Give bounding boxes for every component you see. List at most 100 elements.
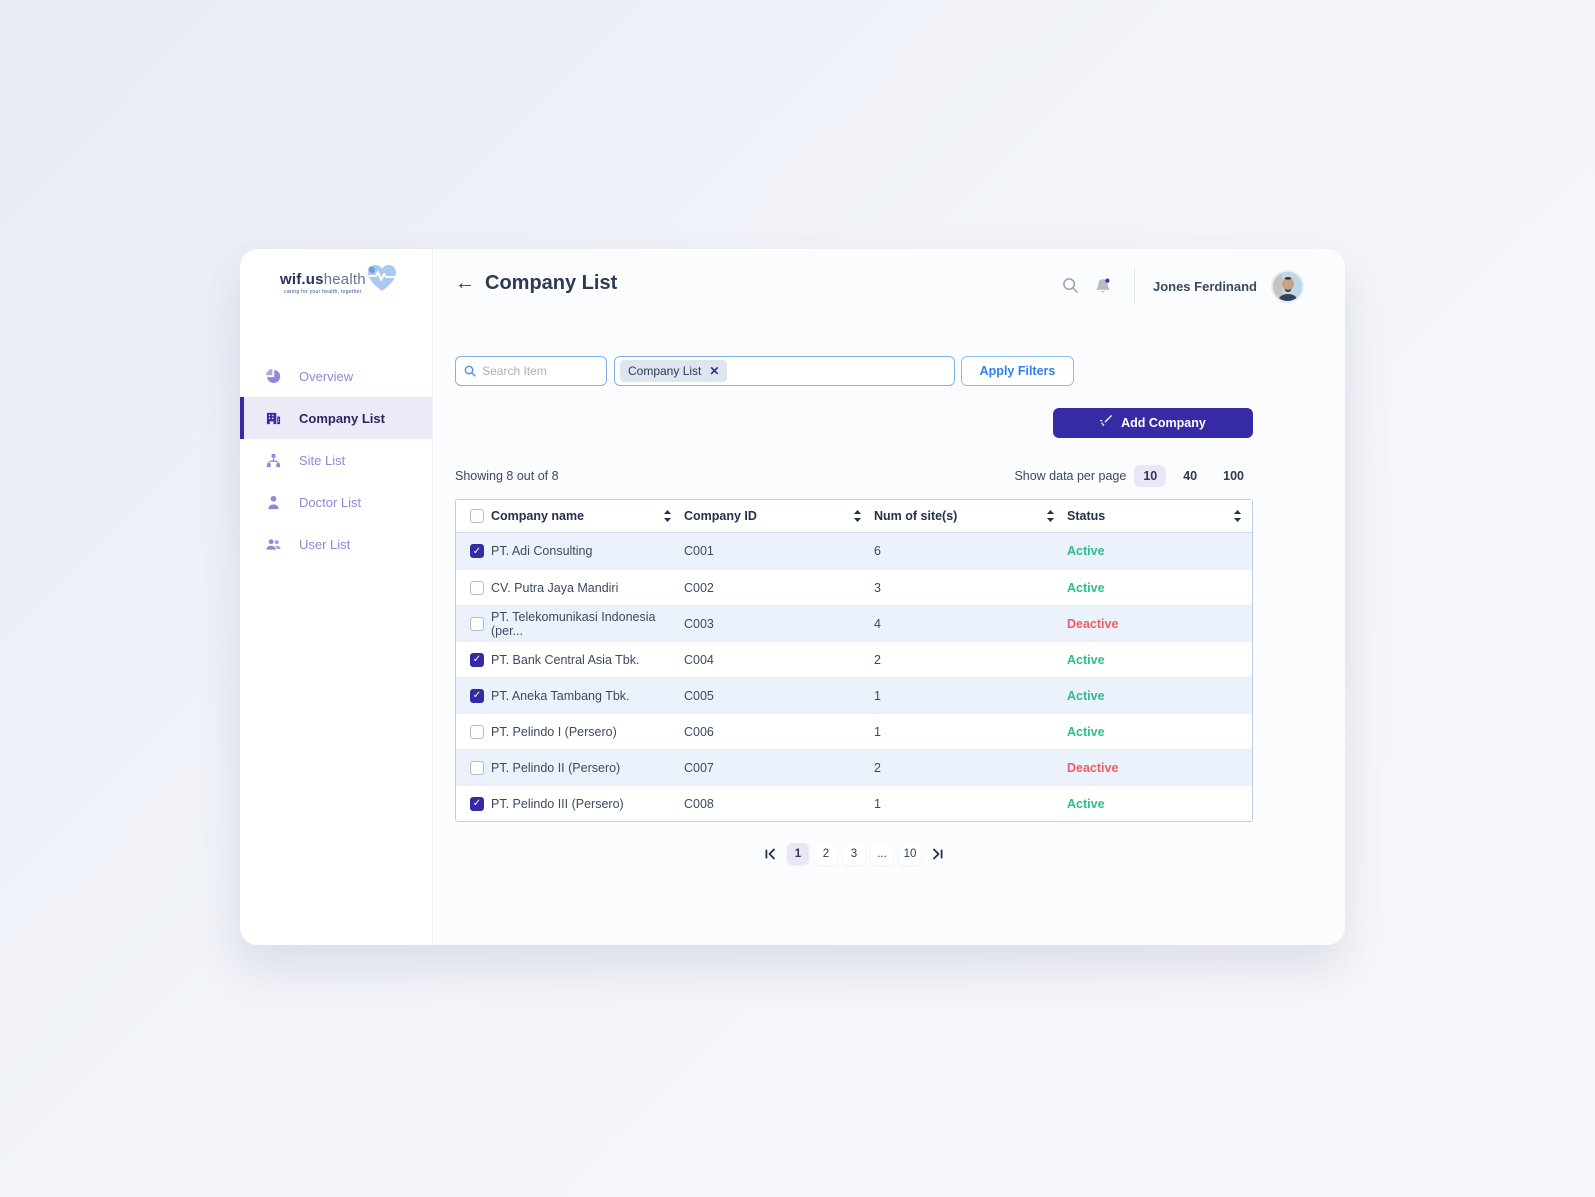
cell-num-sites: 3 [874, 580, 881, 595]
status-badge: Active [1067, 580, 1105, 595]
cell-company-id: C008 [684, 796, 714, 811]
row-checkbox[interactable]: ✓ [470, 580, 484, 595]
user-name: Jones Ferdinand [1152, 278, 1257, 294]
sidebar-item-company-list[interactable]: Company List [240, 397, 432, 439]
search-input[interactable] [482, 364, 598, 378]
header-actions: Jones Ferdinand [1048, 267, 1304, 305]
add-company-button[interactable]: Add Company [1053, 408, 1253, 438]
table-row[interactable]: ✓ PT. Bank Central Asia Tbk. C004 2 Acti… [456, 641, 1252, 677]
wand-icon [1100, 415, 1113, 431]
page-button-2[interactable]: 2 [815, 843, 837, 865]
first-page-icon[interactable] [759, 843, 781, 865]
cell-company-id: C002 [684, 580, 714, 595]
table-row[interactable]: ✓ PT. Pelindo I (Persero) C006 1 Active [456, 713, 1252, 749]
search-input-icon [464, 365, 476, 377]
brand-tagline: caring for your health, together [284, 288, 362, 295]
pie-chart-icon [265, 368, 281, 384]
row-checkbox[interactable]: ✓ [470, 652, 484, 667]
filter-chip-label: Company List [628, 364, 702, 378]
status-badge: Deactive [1067, 760, 1119, 775]
cell-company-name: PT. Pelindo I (Persero) [491, 724, 617, 739]
cell-num-sites: 6 [874, 544, 881, 558]
filters-row: Company List ✕ Apply Filters [455, 356, 1074, 386]
sidebar-item-site-list[interactable]: Site List [240, 439, 432, 481]
active-filters-box: Company List ✕ [614, 356, 955, 386]
cell-company-id: C007 [684, 760, 714, 775]
sidebar-item-label: Company List [299, 410, 385, 426]
sort-icon[interactable] [1233, 510, 1242, 522]
sidebar-item-doctor-list[interactable]: Doctor List [240, 481, 432, 523]
cell-company-id: C003 [684, 616, 714, 631]
per-page-option-10[interactable]: 10 [1134, 465, 1167, 487]
select-all-checkbox[interactable] [470, 509, 484, 523]
heart-logo-icon [364, 261, 400, 300]
row-checkbox[interactable]: ✓ [470, 616, 484, 631]
per-page-label: Show data per page [1014, 469, 1127, 483]
cell-num-sites: 1 [874, 688, 881, 703]
row-checkbox[interactable]: ✓ [470, 796, 484, 811]
back-arrow-icon[interactable]: ← [455, 272, 475, 294]
page-title-text: Company List [485, 272, 618, 294]
brand-name-bold: wif.us [280, 270, 324, 288]
cell-company-name: PT. Aneka Tambang Tbk. [491, 688, 630, 703]
row-checkbox[interactable]: ✓ [470, 724, 484, 739]
table-row[interactable]: ✓ PT. Pelindo III (Persero) C008 1 Activ… [456, 785, 1252, 821]
table-header-row: Company name Company ID Num of site(s) S… [456, 500, 1252, 533]
cell-num-sites: 4 [874, 616, 881, 631]
table-row[interactable]: ✓ PT. Aneka Tambang Tbk. C005 1 Active [456, 677, 1252, 713]
header-divider [1133, 267, 1135, 305]
app-window: wif.ushealth caring for your health, tog… [240, 249, 1345, 945]
brand-logo: wif.ushealth caring for your health, tog… [280, 265, 400, 300]
page-button-10[interactable]: 10 [899, 843, 921, 865]
search-box [455, 356, 607, 386]
table-meta-row: Showing 8 out of 8 Show data per page 10… [455, 465, 1253, 487]
cell-company-id: C006 [684, 724, 714, 739]
per-page-control: Show data per page 10 40 100 [1014, 465, 1253, 487]
users-icon [265, 536, 281, 552]
status-badge: Active [1067, 544, 1105, 558]
sidebar-item-user-list[interactable]: User List [240, 523, 432, 565]
table-row[interactable]: ✓ CV. Putra Jaya Mandiri C002 3 Active [456, 569, 1252, 605]
sort-icon[interactable] [853, 510, 862, 522]
table-row[interactable]: ✓ PT. Telekomunikasi Indonesia (per... C… [456, 605, 1252, 641]
notification-bell-icon[interactable] [1094, 277, 1112, 295]
per-page-option-100[interactable]: 100 [1223, 469, 1244, 483]
showing-count: Showing 8 out of 8 [455, 469, 559, 483]
search-icon[interactable] [1062, 277, 1080, 295]
per-page-option-40[interactable]: 40 [1183, 469, 1198, 483]
row-checkbox[interactable]: ✓ [470, 760, 484, 775]
cell-num-sites: 2 [874, 760, 881, 775]
page-button-3[interactable]: 3 [843, 843, 865, 865]
avatar[interactable] [1271, 269, 1304, 303]
sidebar-item-overview[interactable]: Overview [240, 355, 432, 397]
pagination: 1 2 3 ... 10 [455, 843, 1253, 865]
sidebar-item-label: Site List [299, 452, 346, 468]
sidebar-nav: Overview Company List Site List Doctor L… [240, 355, 432, 565]
page-ellipsis: ... [871, 843, 893, 865]
main-content: ← Company List Jones Ferdinand C [433, 249, 1345, 945]
cell-company-id: C004 [684, 652, 714, 667]
column-header-company-name: Company name [491, 509, 585, 523]
sort-icon[interactable] [1046, 510, 1055, 522]
sort-icon[interactable] [663, 510, 672, 522]
page-button-1[interactable]: 1 [787, 843, 809, 865]
table-row[interactable]: ✓ PT. Pelindo II (Persero) C007 2 Deacti… [456, 749, 1252, 785]
sidebar-item-label: Doctor List [299, 494, 362, 510]
status-badge: Deactive [1067, 616, 1119, 631]
status-badge: Active [1067, 652, 1105, 667]
row-checkbox[interactable]: ✓ [470, 544, 484, 558]
column-header-company-id: Company ID [684, 509, 757, 523]
cell-company-id: C001 [684, 544, 714, 558]
row-checkbox[interactable]: ✓ [470, 688, 484, 703]
apply-filters-button[interactable]: Apply Filters [961, 356, 1074, 386]
last-page-icon[interactable] [927, 843, 949, 865]
chip-close-icon[interactable]: ✕ [709, 364, 720, 378]
cell-company-name: PT. Pelindo III (Persero) [491, 796, 624, 811]
page-title: ← Company List [455, 272, 617, 295]
cell-company-name: PT. Telekomunikasi Indonesia (per... [491, 609, 656, 638]
brand-name-light: health [323, 270, 366, 288]
cell-company-name: PT. Adi Consulting [491, 544, 593, 558]
doctor-icon [265, 494, 281, 510]
table-row[interactable]: ✓ PT. Adi Consulting C001 6 Active [456, 533, 1252, 569]
sidebar-item-label: User List [299, 536, 351, 552]
